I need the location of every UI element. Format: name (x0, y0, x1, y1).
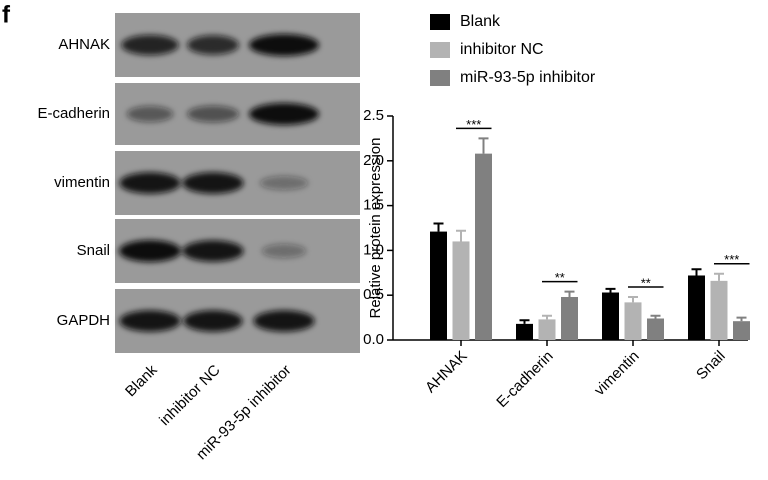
bar (452, 241, 470, 340)
blot-bands (119, 172, 309, 194)
blot-row-label: GAPDH (57, 312, 110, 329)
error-bar (628, 295, 638, 303)
significance-label: ** (555, 270, 565, 285)
legend-swatch (430, 42, 450, 58)
blot-row-label: E-cadherin (37, 105, 110, 122)
x-tick-label: Snail (693, 348, 729, 384)
error-bar (605, 287, 616, 293)
error-bar (478, 137, 489, 154)
y-tick-label: 2.0 (363, 152, 384, 169)
y-tick-label: 1.0 (363, 241, 384, 258)
bar (602, 292, 619, 340)
blot-bands (121, 34, 319, 56)
blot-band (249, 103, 319, 125)
legend-label: miR-93-5p inhibitor (460, 69, 596, 86)
blot-row-label: vimentin (54, 174, 110, 191)
y-axis-label: Relative protein expression (367, 138, 384, 319)
error-bar (714, 272, 724, 281)
bar (647, 318, 664, 340)
bar (516, 323, 533, 340)
error-bar (456, 229, 466, 242)
blot-band (261, 243, 307, 259)
bar (538, 319, 556, 340)
y-tick-label: 0.5 (363, 286, 384, 303)
blot-bands (119, 310, 315, 332)
blot-band (119, 240, 181, 262)
panel-label: f (2, 1, 11, 28)
blot-band (259, 175, 309, 191)
blot-column-label: Blank (122, 361, 161, 400)
bar (624, 302, 642, 340)
blot-bands (119, 240, 307, 262)
blot-column-label: inhibitor NC (156, 362, 224, 430)
y-tick-label: 2.5 (363, 107, 384, 124)
blot-band (187, 35, 239, 55)
error-bar (650, 314, 661, 319)
significance-label: *** (466, 117, 481, 132)
legend-label: Blank (460, 13, 501, 30)
blot-band (187, 105, 239, 123)
bar (688, 275, 705, 340)
x-tick-label: vimentin (591, 348, 643, 400)
blot-bands (126, 103, 319, 125)
significance-label: *** (724, 252, 739, 267)
error-bar (564, 290, 575, 297)
blot-band (119, 310, 181, 332)
legend-swatch (430, 70, 450, 86)
legend-label: inhibitor NC (460, 41, 544, 58)
error-bar (736, 316, 747, 322)
error-bar (433, 222, 444, 232)
x-tick-label: E-cadherin (493, 348, 556, 411)
blot-band (183, 310, 243, 332)
y-tick-label: 1.5 (363, 197, 384, 214)
error-bar (519, 319, 530, 324)
error-bar (691, 268, 702, 276)
bar (430, 231, 447, 340)
bar (475, 153, 492, 340)
bar (733, 321, 750, 340)
blot-band (253, 310, 315, 332)
blot-row-label: AHNAK (58, 36, 110, 53)
blot-band (126, 106, 174, 122)
blot-row-label: Snail (77, 242, 110, 259)
blot-band (121, 34, 179, 56)
bar (710, 280, 728, 340)
blot-band (249, 34, 319, 56)
error-bar (542, 314, 552, 320)
bar (561, 296, 578, 340)
legend-swatch (430, 14, 450, 30)
blot-band (182, 240, 244, 262)
blot-band (119, 172, 181, 194)
x-tick-label: AHNAK (422, 348, 471, 397)
y-tick-label: 0.0 (363, 331, 384, 348)
blot-band (182, 172, 244, 194)
significance-label: ** (641, 275, 651, 290)
